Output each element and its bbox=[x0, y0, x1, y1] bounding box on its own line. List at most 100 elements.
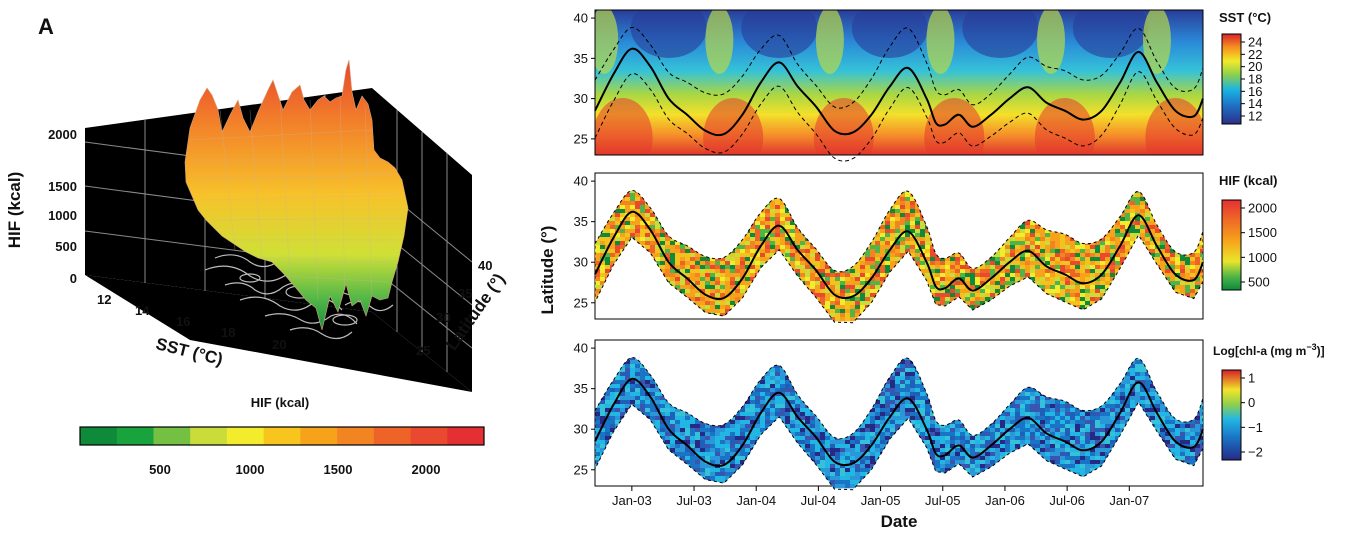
band-cell bbox=[1120, 249, 1126, 254]
band-cell bbox=[915, 233, 921, 238]
band-cell bbox=[1100, 281, 1106, 286]
lower-bound-line bbox=[594, 71, 1204, 162]
band-cell bbox=[620, 201, 626, 206]
band-cell bbox=[1040, 241, 1046, 246]
band-cell bbox=[895, 249, 901, 254]
band-cell bbox=[850, 305, 856, 310]
band-cell bbox=[735, 273, 741, 278]
band-cell bbox=[1140, 225, 1146, 230]
band-cell bbox=[1190, 253, 1196, 258]
cold-season bbox=[851, 10, 928, 58]
band-cell bbox=[615, 209, 621, 214]
band-cell bbox=[895, 209, 901, 214]
band-cell bbox=[1015, 257, 1021, 262]
band-cell bbox=[1005, 253, 1011, 258]
band-cell bbox=[695, 289, 701, 294]
band-cell bbox=[1160, 249, 1166, 254]
band-cell bbox=[1160, 237, 1166, 242]
band-cell bbox=[1195, 265, 1201, 270]
z-tick-label: 1500 bbox=[48, 179, 77, 194]
band-cell bbox=[940, 289, 946, 294]
band-cell bbox=[630, 193, 636, 198]
band-cell bbox=[620, 372, 626, 377]
band-cell bbox=[805, 257, 811, 262]
band-cell bbox=[805, 269, 811, 274]
band-cell bbox=[690, 293, 696, 298]
band-cell bbox=[920, 237, 926, 242]
band-cell bbox=[1095, 297, 1101, 302]
band-cell bbox=[725, 305, 731, 310]
band-cell bbox=[765, 205, 771, 210]
band-cell bbox=[1085, 285, 1091, 290]
band-cell bbox=[750, 265, 756, 270]
band-cell bbox=[910, 213, 916, 218]
band-cell bbox=[610, 396, 616, 401]
band-cell bbox=[1090, 273, 1096, 278]
band-cell bbox=[1040, 249, 1046, 254]
band-cell bbox=[615, 376, 621, 381]
band-cell bbox=[935, 301, 941, 306]
sst-tick-label: 20 bbox=[272, 337, 286, 352]
band-cell bbox=[715, 257, 721, 262]
band-cell bbox=[720, 257, 726, 262]
band-cell bbox=[945, 297, 951, 302]
band-cell bbox=[1130, 241, 1136, 246]
band-cell bbox=[595, 444, 601, 449]
band-cell bbox=[695, 301, 701, 306]
band-cell bbox=[805, 261, 811, 266]
band-cell bbox=[840, 281, 846, 286]
band-cell bbox=[615, 233, 621, 238]
band-cell bbox=[770, 229, 776, 234]
band-cell bbox=[1185, 261, 1191, 266]
band-cell bbox=[1040, 277, 1046, 282]
band-cell bbox=[790, 233, 796, 238]
band-cell bbox=[915, 245, 921, 250]
band-cell bbox=[700, 289, 706, 294]
band-cell bbox=[655, 245, 661, 250]
band-cell bbox=[730, 257, 736, 262]
band-cell bbox=[705, 273, 711, 278]
band-cell bbox=[955, 253, 961, 258]
band-cell bbox=[595, 281, 601, 286]
band-cell bbox=[695, 261, 701, 266]
band-cell bbox=[640, 392, 646, 397]
band-cell bbox=[740, 257, 746, 262]
band-cell bbox=[1090, 241, 1096, 246]
band-cell bbox=[790, 221, 796, 226]
band-cell bbox=[870, 277, 876, 282]
band-cell bbox=[685, 293, 691, 298]
band-cell bbox=[1080, 257, 1086, 262]
band-cell bbox=[770, 245, 776, 250]
band-cell bbox=[730, 265, 736, 270]
band-cell bbox=[1030, 261, 1036, 266]
band-cell bbox=[1125, 205, 1131, 210]
band-cell bbox=[1155, 257, 1161, 262]
band-cell bbox=[1055, 277, 1061, 282]
band-cell bbox=[600, 408, 606, 413]
band-cell bbox=[970, 297, 976, 302]
band-cell bbox=[1090, 249, 1096, 254]
band-cell bbox=[915, 225, 921, 230]
band-cell bbox=[1160, 245, 1166, 250]
band-cell bbox=[625, 364, 631, 369]
band-cell bbox=[950, 269, 956, 274]
band-cell bbox=[930, 265, 936, 270]
band-cell bbox=[605, 261, 611, 266]
band-cell bbox=[995, 257, 1001, 262]
band-cell bbox=[1100, 265, 1106, 270]
band-cell bbox=[1100, 269, 1106, 274]
band-cell bbox=[850, 281, 856, 286]
band-cell bbox=[695, 273, 701, 278]
band-cell bbox=[625, 388, 631, 393]
band-cell bbox=[1105, 249, 1111, 254]
band-cell bbox=[740, 253, 746, 258]
band-cell bbox=[595, 460, 601, 465]
band-cell bbox=[1055, 237, 1061, 242]
band-cell bbox=[755, 217, 761, 222]
mid-season bbox=[705, 10, 734, 74]
band-cell bbox=[760, 221, 766, 226]
band-cell bbox=[740, 245, 746, 250]
band-cell bbox=[625, 193, 631, 198]
band-cell bbox=[1160, 257, 1166, 262]
